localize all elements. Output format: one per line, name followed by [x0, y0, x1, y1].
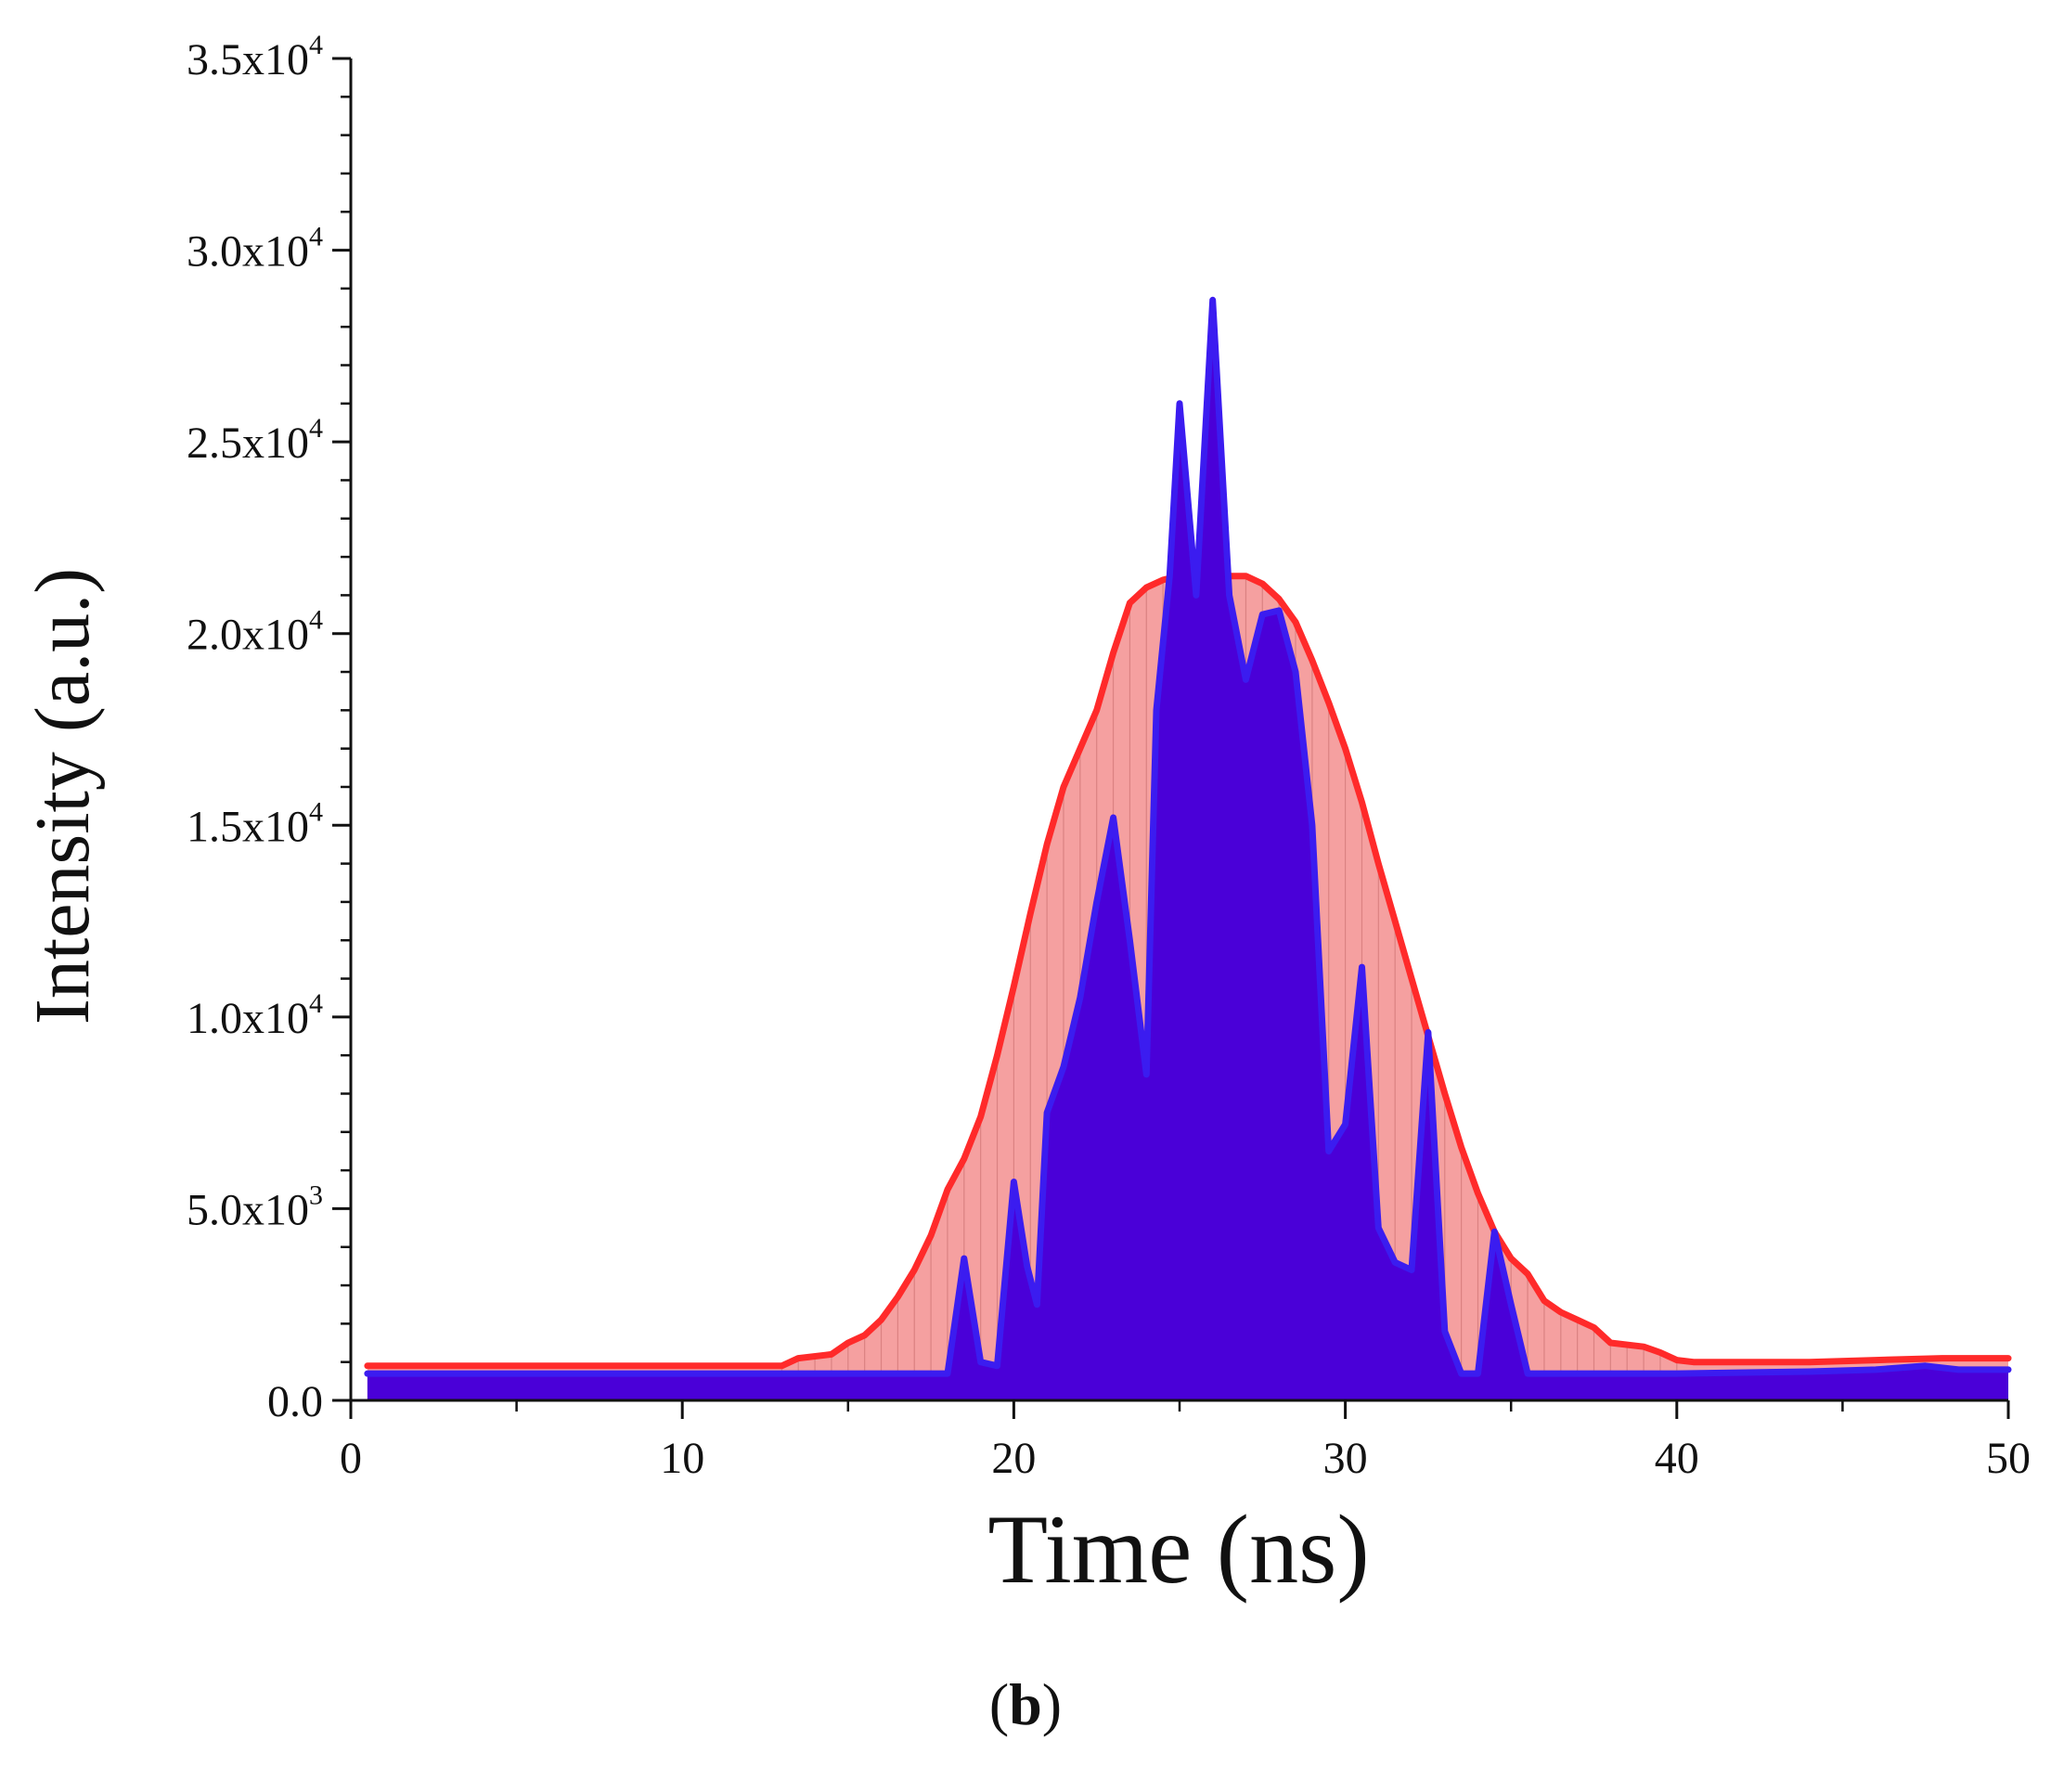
y-tick-label: 1.5x104	[187, 796, 323, 851]
y-axis-title: Intensity (a.u.)	[19, 568, 106, 1025]
y-tick-label: 0.0	[267, 1377, 323, 1426]
series-layer	[364, 296, 2012, 1400]
caption-close: )	[1041, 1671, 1063, 1737]
series-envelope-line	[364, 573, 2012, 1370]
ticks-layer: 0 10 20 30 40 50 0.0 5.0x103 1.0x104 1.5x104 2.0x1…	[187, 30, 2031, 1483]
x-tick-label: 30	[1323, 1434, 1368, 1483]
x-tick-label: 20	[991, 1434, 1036, 1483]
y-tick-label: 5.0x103	[187, 1180, 323, 1234]
x-tick-label: 10	[660, 1434, 704, 1483]
series-signal-area	[367, 300, 2008, 1400]
x-axis-title: Time (ns)	[987, 1495, 1369, 1604]
y-tick-label: 3.0x104	[187, 222, 323, 277]
x-tick-label: 0	[340, 1434, 362, 1483]
caption-open: (	[988, 1671, 1010, 1737]
caption-letter: b	[1009, 1671, 1042, 1737]
x-tick-label: 40	[1655, 1434, 1699, 1483]
y-tick-label: 2.5x104	[187, 413, 323, 468]
series-signal-line	[364, 296, 2012, 1377]
y-tick-label: 2.0x104	[187, 605, 323, 660]
y-tick-label: 1.0x104	[187, 988, 323, 1043]
x-tick-label: 50	[1986, 1434, 2031, 1483]
y-tick-label: 3.5x104	[187, 30, 323, 84]
panel-caption: (b)	[0, 1670, 2051, 1739]
